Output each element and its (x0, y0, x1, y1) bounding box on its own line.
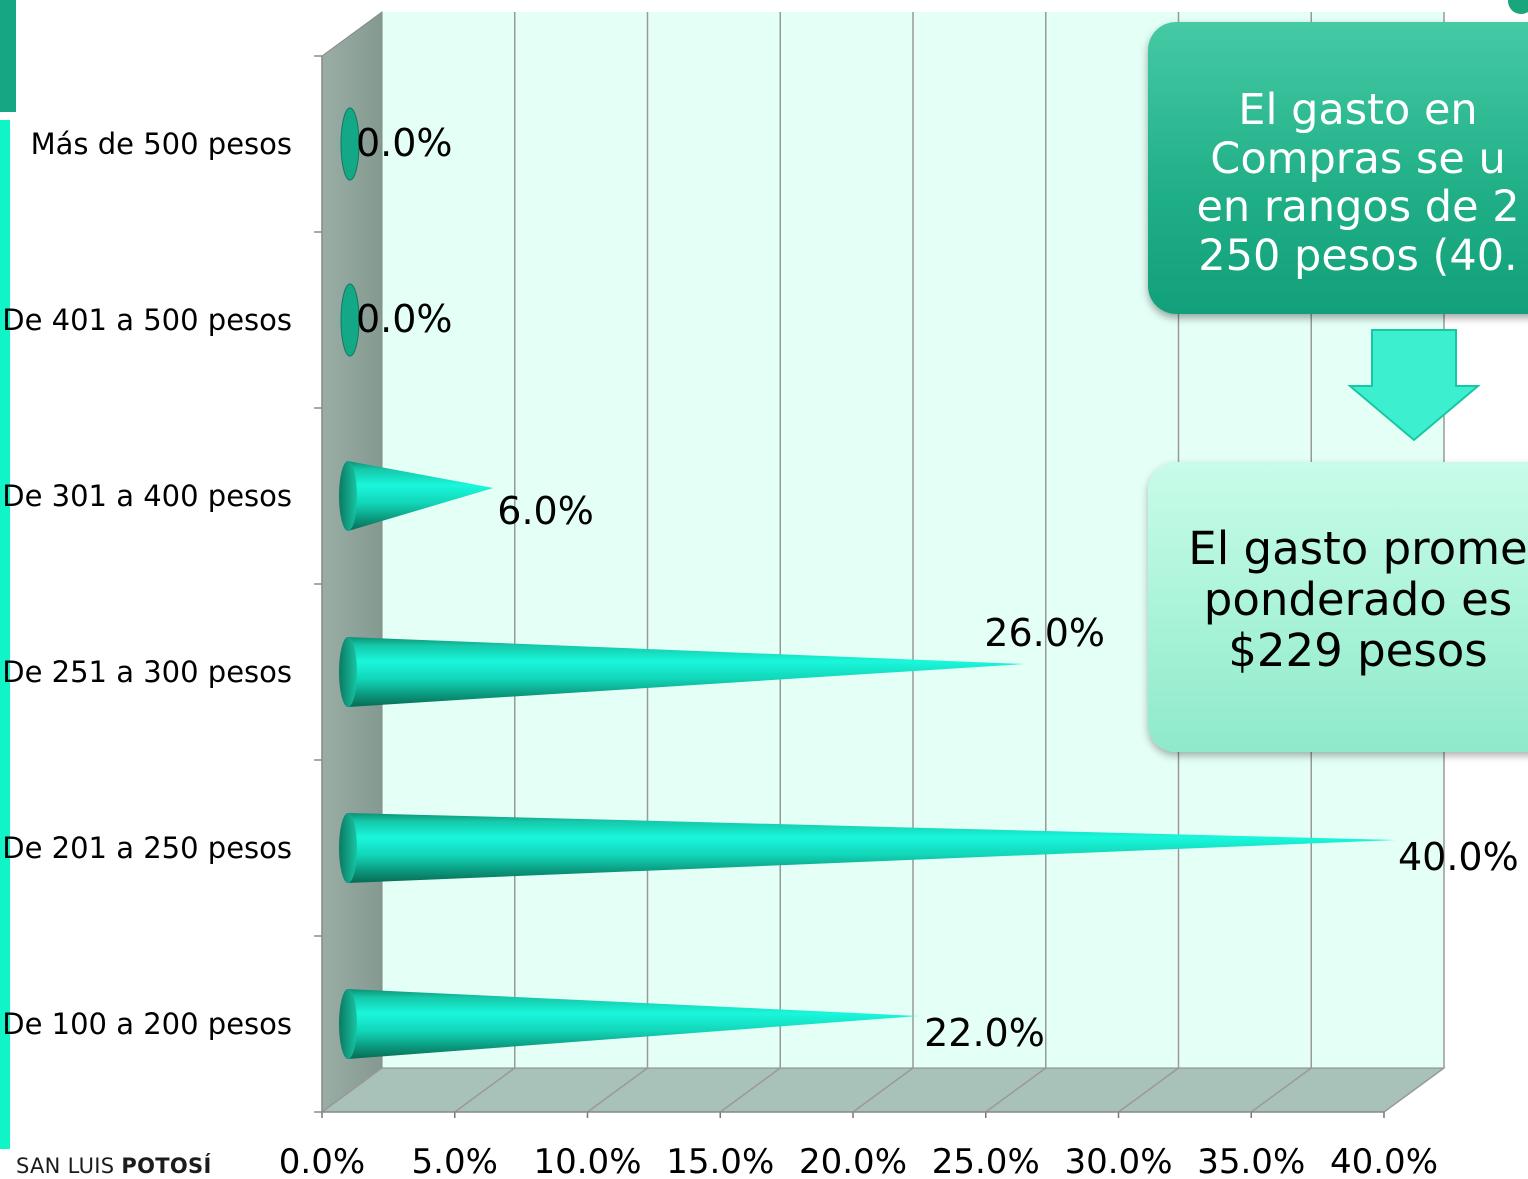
average-callout: El gasto prome ponderado es $229 pesos (1148, 462, 1528, 752)
down-arrow-icon (1347, 329, 1481, 442)
floor-grid-line (1118, 1067, 1179, 1113)
category-label: De 201 a 250 pesos (2, 831, 292, 865)
x-tick-label: 25.0% (932, 1142, 1040, 1179)
average-line-1: El gasto prome (1188, 522, 1528, 575)
floor-grid-line (719, 1067, 781, 1113)
category-label: De 301 a 400 pesos (2, 479, 292, 513)
data-label: 0.0% (356, 121, 453, 165)
x-tick-label: 15.0% (666, 1142, 774, 1179)
cone-bar (348, 637, 1025, 707)
category-labels: De 100 a 200 pesos De 201 a 250 pesos De 2… (2, 127, 292, 1041)
cone-bar (348, 813, 1396, 883)
cone-bar (348, 989, 919, 1059)
summary-line-3: en rangos de 2 (1196, 182, 1520, 233)
summary-line-1: El gasto en (1238, 85, 1478, 135)
data-label: 22.0% (924, 1011, 1045, 1055)
floor-grid-line (1250, 1067, 1312, 1113)
x-axis: 0.0% 5.0% 10.0% 15.0% 20.0% 25.0% 30.0% 35.0% 40… (279, 1111, 1438, 1179)
corner-decoration (1508, 0, 1528, 14)
floor-grid-line (454, 1067, 516, 1113)
x-tick-label: 5.0% (412, 1142, 498, 1179)
left-accent-top (0, 0, 16, 112)
summary-line-2: Compras se u (1210, 133, 1506, 184)
category-label: De 100 a 200 pesos (2, 1007, 292, 1041)
bars (339, 107, 1396, 1059)
average-line-3: $229 pesos (1228, 623, 1488, 677)
floor-grid-line (1383, 1067, 1445, 1113)
data-label: 6.0% (497, 489, 594, 533)
floor-grid-line (587, 1067, 648, 1113)
floor-grid-line (985, 1067, 1047, 1113)
category-label: De 401 a 500 pesos (2, 303, 292, 337)
floor-grid-line (321, 1067, 383, 1113)
cone-bar-base (339, 461, 357, 531)
summary-callout: El gasto en Compras se u en rangos de 2 … (1148, 22, 1528, 314)
brand-part-1: SAN LUIS (16, 1154, 122, 1178)
brand-part-2: POTOSÍ (121, 1154, 212, 1178)
data-label: 0.0% (356, 297, 453, 341)
x-tick-label: 0.0% (279, 1142, 365, 1179)
cone-bar-base (340, 283, 360, 357)
x-tick-label: 30.0% (1064, 1142, 1172, 1179)
cone-bar-base (339, 989, 357, 1059)
left-accent-bar (0, 120, 10, 1149)
cone-bar-base (339, 637, 357, 707)
summary-line-4: 250 pesos (40. (1198, 230, 1518, 281)
data-label: 40.0% (1398, 835, 1519, 879)
x-tick-label: 40.0% (1330, 1142, 1438, 1179)
x-tick-label: 10.0% (533, 1142, 641, 1179)
cone-bar-base (340, 107, 360, 181)
brand-logo-text: SAN LUIS POTOSÍ (16, 1154, 212, 1178)
average-line-2: ponderado es (1203, 572, 1513, 626)
floor-grid-line (852, 1067, 914, 1113)
category-label: De 251 a 300 pesos (2, 655, 292, 689)
x-tick-label: 35.0% (1197, 1142, 1305, 1179)
data-labels: 22.0% 40.0% 26.0% 6.0% 0.0% 0.0% (356, 121, 1519, 1055)
cone-bar-base (339, 813, 357, 883)
y-axis (314, 55, 323, 1113)
cone-bar (348, 461, 494, 531)
x-tick-label: 20.0% (799, 1142, 907, 1179)
data-label: 26.0% (984, 611, 1105, 655)
category-label: Más de 500 pesos (31, 127, 292, 161)
